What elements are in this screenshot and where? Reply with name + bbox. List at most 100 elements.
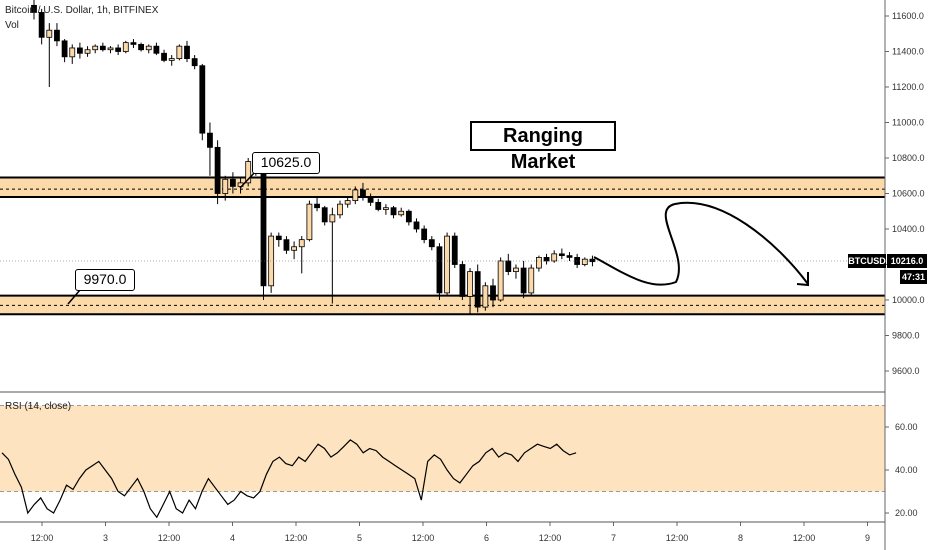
- candle-body: [451, 235, 458, 265]
- candle-body: [245, 161, 252, 184]
- zones-layer: [0, 176, 885, 316]
- forecast-arrow-head: [796, 272, 809, 287]
- x-tick-label: 12:00: [31, 533, 54, 543]
- x-tick-label: 4: [230, 533, 235, 543]
- candle: [367, 193, 374, 206]
- candle: [528, 264, 535, 297]
- ranging-market-note: Ranging Market: [470, 121, 616, 173]
- x-tick-label: 6: [484, 533, 489, 543]
- rsi-label: RSI (14, close): [5, 401, 72, 412]
- rsi-y-tick-label: 40.00: [895, 465, 918, 475]
- rsi-y-tick-label: 60.00: [895, 422, 918, 432]
- y-tick-label: 10000.0: [892, 295, 925, 305]
- candle: [99, 42, 106, 52]
- candle: [184, 40, 190, 63]
- y-tick-label: 11600.0: [892, 11, 924, 21]
- candle: [551, 250, 558, 263]
- candle: [482, 282, 489, 311]
- candle: [405, 209, 412, 226]
- candle: [69, 44, 76, 64]
- candle: [46, 23, 53, 87]
- candle-body: [581, 258, 588, 265]
- candle: [77, 42, 83, 59]
- candle: [505, 253, 512, 276]
- candle-body: [551, 253, 558, 262]
- candle: [115, 44, 122, 56]
- candle: [161, 49, 167, 63]
- candle-body: [375, 201, 382, 210]
- candle-body: [490, 285, 496, 301]
- candle-body: [337, 203, 343, 216]
- candle-body: [153, 45, 160, 54]
- candle-body: [229, 178, 236, 187]
- candle: [490, 278, 496, 308]
- candle: [574, 253, 581, 269]
- candle-body: [566, 255, 573, 258]
- candle: [581, 257, 588, 267]
- candle: [536, 255, 542, 272]
- candle: [92, 44, 99, 54]
- candle-body: [405, 210, 412, 223]
- y-tick-label: 11400.0: [892, 47, 924, 57]
- candle-body: [306, 203, 313, 241]
- candle: [168, 55, 175, 66]
- candle: [199, 63, 206, 141]
- resistance-callout: 10625.0: [252, 152, 320, 174]
- candle: [31, 0, 37, 20]
- candle: [138, 42, 145, 52]
- x-tick-label: 9: [865, 533, 870, 543]
- candle-body: [574, 256, 581, 265]
- candle-body: [536, 256, 542, 269]
- candle-body: [145, 45, 152, 51]
- candle-body: [184, 45, 190, 59]
- y-axis-labels: 11600.0 11400.0 11200.0 11000.0 10800.0 10600…: [885, 11, 925, 376]
- candle: [38, 8, 45, 45]
- candle-body: [436, 246, 443, 294]
- support-callout: 9970.0: [75, 269, 135, 291]
- candle-body: [314, 203, 320, 209]
- candle-body: [214, 146, 221, 194]
- candle: [558, 248, 565, 260]
- candle: [321, 205, 328, 226]
- rsi-band: [0, 405, 885, 492]
- candle-body: [69, 47, 76, 58]
- last-price-badge: 10216.0: [887, 254, 927, 268]
- candle: [214, 140, 221, 205]
- candle-body: [474, 271, 481, 308]
- candle: [306, 200, 313, 242]
- chart-title: Bitcoin / U.S. Dollar, 1h, BITFINEX: [5, 5, 159, 16]
- rsi-y-axis-labels: 60.00 40.00 20.00: [885, 422, 918, 518]
- countdown-badge: 47:31: [900, 270, 927, 284]
- candle-body: [589, 258, 596, 263]
- candle: [467, 268, 473, 315]
- candle-body: [222, 178, 229, 194]
- candle: [314, 197, 320, 212]
- candle: [566, 252, 573, 261]
- candle-body: [505, 260, 512, 273]
- candle: [153, 42, 160, 56]
- candle: [375, 198, 382, 212]
- y-tick-label: 9800.0: [892, 331, 920, 341]
- candle-body: [360, 189, 366, 198]
- forecast-arrow: [593, 201, 809, 286]
- candle: [344, 197, 351, 208]
- y-tick-label: 10400.0: [892, 224, 925, 234]
- candle-body: [513, 267, 519, 272]
- candle-body: [46, 29, 53, 38]
- symbol-badge: BTCUSD: [848, 254, 886, 268]
- x-tick-label: 12:00: [158, 533, 181, 543]
- candle: [352, 186, 359, 205]
- candle-body: [38, 12, 45, 38]
- candle-body: [398, 210, 405, 216]
- x-tick-label: 7: [611, 533, 616, 543]
- candle-body: [329, 214, 336, 223]
- x-tick-label: 12:00: [666, 533, 689, 543]
- candle-body: [176, 45, 183, 59]
- candle-body: [520, 267, 527, 294]
- candle-body: [54, 29, 60, 42]
- candle: [268, 232, 275, 293]
- candle: [275, 232, 282, 247]
- candle: [428, 236, 435, 251]
- candle: [520, 260, 527, 299]
